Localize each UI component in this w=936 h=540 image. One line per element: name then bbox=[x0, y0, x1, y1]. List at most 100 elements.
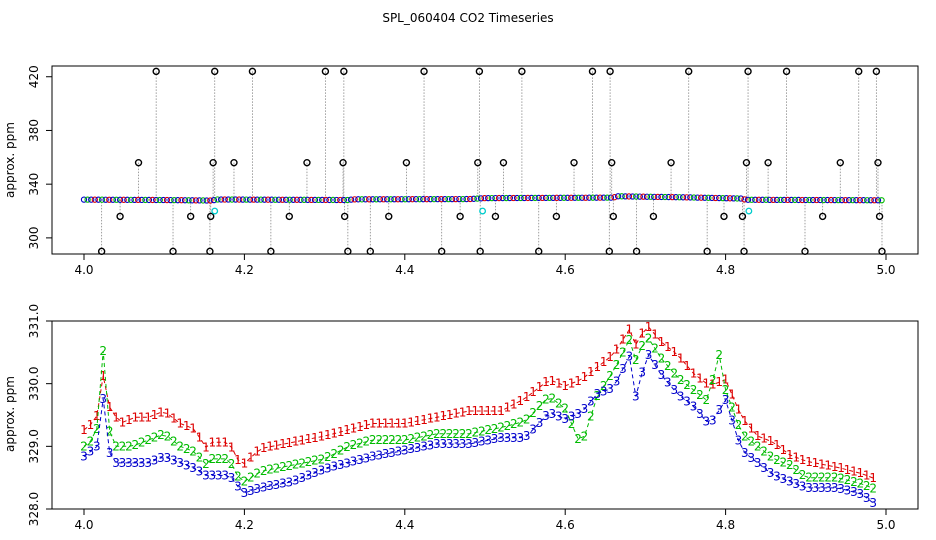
baseline-point bbox=[261, 196, 268, 203]
series-marker-3: 3 bbox=[87, 445, 95, 459]
series-marker-2: 2 bbox=[247, 470, 255, 484]
outlier-point bbox=[874, 158, 882, 167]
series-marker-3: 3 bbox=[119, 456, 127, 470]
series-marker-3: 3 bbox=[805, 481, 813, 495]
series-marker-1: 1 bbox=[581, 370, 589, 384]
series-marker-2: 2 bbox=[414, 431, 422, 445]
baseline-point bbox=[405, 196, 412, 203]
series-marker-3: 3 bbox=[484, 433, 492, 447]
outlier-point bbox=[606, 67, 614, 76]
series-marker-2: 2 bbox=[350, 438, 358, 452]
series-marker-1: 1 bbox=[600, 355, 608, 369]
series-marker-1: 1 bbox=[382, 417, 390, 431]
top-x-tick-label: 5.0 bbox=[876, 263, 895, 277]
top-panel-data bbox=[80, 67, 886, 256]
outlier-point bbox=[609, 212, 618, 221]
series-marker-2: 2 bbox=[465, 427, 473, 441]
baseline-point bbox=[661, 193, 669, 201]
outlier-point bbox=[456, 212, 464, 221]
baseline-point bbox=[286, 196, 293, 203]
series-marker-2: 2 bbox=[298, 456, 306, 470]
baseline-point bbox=[192, 197, 200, 204]
series-marker-1: 1 bbox=[863, 469, 871, 483]
baseline-point bbox=[864, 197, 871, 204]
series-marker-1: 1 bbox=[330, 427, 338, 441]
series-marker-1: 1 bbox=[215, 435, 223, 449]
series-marker-1: 1 bbox=[260, 441, 268, 455]
series-marker-2: 2 bbox=[343, 440, 351, 454]
series-marker-3: 3 bbox=[619, 362, 627, 376]
series-marker-1: 1 bbox=[773, 438, 781, 452]
baseline-point bbox=[560, 194, 568, 201]
series-marker-3: 3 bbox=[465, 437, 473, 451]
series-marker-3: 3 bbox=[510, 431, 518, 445]
series-marker-2: 2 bbox=[824, 471, 832, 485]
series-marker-3: 3 bbox=[703, 415, 711, 429]
series-marker-3: 3 bbox=[645, 348, 653, 362]
baseline-point bbox=[835, 196, 842, 204]
series-marker-3: 3 bbox=[722, 393, 730, 407]
baseline-point bbox=[239, 196, 246, 203]
baseline-point bbox=[355, 196, 362, 203]
series-marker-2: 2 bbox=[151, 431, 159, 445]
series-marker-2: 2 bbox=[670, 367, 678, 381]
baseline-point bbox=[838, 196, 846, 204]
series-marker-3: 3 bbox=[504, 431, 512, 445]
baseline-point bbox=[571, 194, 578, 201]
baseline-point bbox=[809, 196, 817, 204]
series-marker-3: 3 bbox=[439, 437, 447, 451]
bottom-panel: 1111111111111111111111111111111111111111… bbox=[3, 304, 919, 532]
baseline-point bbox=[517, 194, 524, 202]
series-marker-2: 2 bbox=[516, 416, 524, 430]
series-marker-2: 2 bbox=[478, 424, 486, 438]
baseline-point bbox=[394, 196, 402, 203]
baseline-point bbox=[477, 195, 485, 202]
series-marker-2: 2 bbox=[658, 352, 666, 366]
series-marker-1: 1 bbox=[253, 445, 261, 459]
series-marker-2: 2 bbox=[138, 436, 146, 450]
baseline-point bbox=[539, 194, 546, 202]
outlier-point bbox=[764, 158, 772, 167]
series-marker-2: 2 bbox=[472, 426, 480, 440]
series-marker-1: 1 bbox=[228, 440, 236, 454]
series-marker-3: 3 bbox=[690, 399, 698, 413]
series-marker-1: 1 bbox=[619, 333, 627, 347]
series-marker-1: 1 bbox=[561, 379, 569, 393]
baseline-point bbox=[228, 196, 236, 203]
series-marker-3: 3 bbox=[382, 447, 390, 461]
baseline-point bbox=[705, 194, 712, 201]
series-marker-2: 2 bbox=[722, 383, 730, 397]
series-marker-1: 1 bbox=[311, 431, 319, 445]
series-marker-1: 1 bbox=[555, 376, 563, 390]
series-marker-2: 2 bbox=[747, 434, 755, 448]
outlier-point bbox=[499, 158, 508, 167]
baseline-point bbox=[528, 194, 535, 202]
baseline-point bbox=[640, 193, 647, 200]
baseline-point bbox=[250, 196, 257, 203]
baseline-point bbox=[434, 195, 441, 203]
series-marker-1: 1 bbox=[427, 412, 435, 426]
outlier-point bbox=[303, 158, 311, 167]
baseline-point bbox=[300, 196, 308, 203]
baseline-point bbox=[311, 196, 319, 204]
baseline-point bbox=[824, 196, 831, 204]
series-marker-1: 1 bbox=[722, 373, 730, 387]
bottom-x-tick-label: 4.2 bbox=[235, 518, 254, 532]
baseline-point bbox=[423, 196, 431, 203]
top-plot-frame bbox=[51, 65, 919, 255]
baseline-point bbox=[463, 195, 470, 203]
baseline-point bbox=[589, 194, 597, 201]
baseline-point bbox=[629, 193, 636, 200]
outlier-point bbox=[836, 158, 844, 167]
series-marker-2: 2 bbox=[574, 432, 582, 446]
series-marker-1: 1 bbox=[279, 437, 287, 451]
series-marker-3: 3 bbox=[683, 394, 691, 408]
series-marker-1: 1 bbox=[703, 376, 711, 390]
series-marker-1: 1 bbox=[99, 369, 107, 383]
baseline-point bbox=[358, 196, 366, 203]
series-marker-1: 1 bbox=[606, 350, 614, 364]
bottom-panel-data: 1111111111111111111111111111111111111111… bbox=[80, 320, 877, 510]
series-marker-1: 1 bbox=[369, 417, 377, 431]
baseline-point bbox=[254, 196, 261, 203]
